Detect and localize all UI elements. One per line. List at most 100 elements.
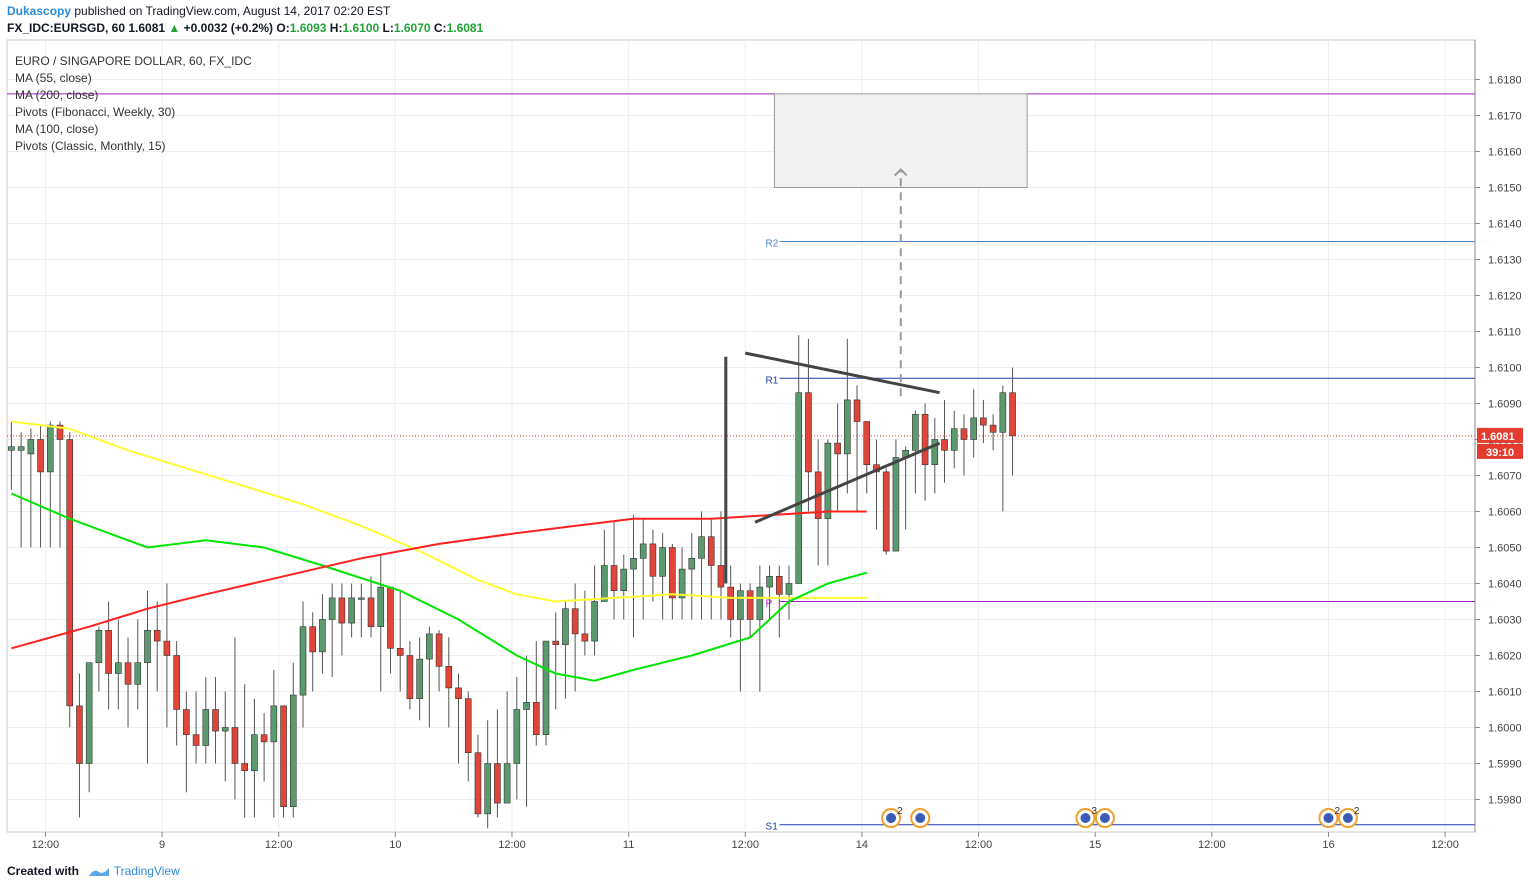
candle-body [445, 665, 453, 689]
candle-body [153, 629, 161, 642]
candle-body [134, 662, 142, 685]
candle-body [571, 608, 579, 635]
candle [960, 414, 968, 476]
tradingview-link[interactable]: TradingView [113, 864, 180, 878]
legend-item: Pivots (Classic, Monthly, 15) [15, 139, 166, 153]
candle-body [532, 701, 540, 735]
symbol-label: FX_IDC:EURSGD, 60 [7, 21, 126, 35]
legend-item: MA (55, close) [15, 71, 92, 85]
candle-body [358, 597, 365, 600]
candle [484, 720, 491, 829]
candle [202, 677, 210, 764]
candle [328, 583, 336, 678]
trendline [754, 441, 941, 524]
candle-body [630, 557, 637, 570]
candle [941, 399, 948, 483]
candle-body [309, 626, 317, 653]
candle [153, 601, 161, 692]
candle [610, 522, 618, 620]
candle-body [892, 457, 900, 552]
candle-body [562, 608, 569, 646]
candle [338, 583, 346, 656]
candle-body [727, 586, 734, 620]
candle [562, 601, 569, 699]
candle-body [387, 586, 394, 649]
candle [445, 637, 453, 728]
legend-item: MA (100, close) [15, 122, 98, 136]
candle-body [95, 629, 103, 663]
candle-body [221, 727, 229, 732]
y-tick-label: 1.6160 [1488, 147, 1522, 159]
y-tick-label: 1.6180 [1488, 75, 1522, 87]
event-icon-core [886, 813, 897, 823]
candle [795, 335, 803, 584]
candle [601, 529, 608, 602]
event-icon-core [1342, 813, 1353, 823]
candle-body [688, 557, 696, 570]
candle-body [785, 583, 793, 595]
candle [824, 439, 832, 566]
candle-body [737, 590, 744, 620]
x-tick-label: 12:00 [498, 839, 526, 851]
candle [163, 583, 171, 728]
y-tick-label: 1.5980 [1488, 795, 1522, 807]
candle-body [17, 446, 25, 451]
candle-body [999, 392, 1007, 433]
candle-body [202, 709, 210, 746]
candle-body [746, 590, 754, 620]
candle-body [717, 565, 725, 588]
candle [727, 565, 734, 638]
candle-body [338, 597, 346, 624]
candle-body [513, 709, 521, 764]
candle [688, 533, 696, 620]
candle-body [299, 626, 307, 696]
candle-body [844, 399, 851, 455]
candle [921, 403, 929, 501]
candle [882, 468, 890, 555]
legend-item: Pivots (Fibonacci, Weekly, 30) [15, 105, 175, 119]
candle [377, 554, 385, 692]
candle-body [775, 575, 783, 595]
tradingview-logo-icon [88, 866, 110, 878]
candle-body [37, 439, 44, 473]
candle-body [27, 439, 35, 455]
x-tick-label: 12:00 [1431, 839, 1459, 851]
x-tick-label: 10 [389, 839, 401, 851]
publish-header: Dukascopy published on TradingView.com, … [7, 4, 390, 19]
last-price: 1.6081 [128, 21, 166, 35]
event-icon-core [1323, 813, 1334, 823]
candle [873, 439, 880, 530]
candle [241, 684, 248, 818]
last-price-label: 1.6081 [1481, 431, 1515, 443]
candle-body [853, 399, 861, 422]
candle [95, 626, 103, 692]
publisher-brand[interactable]: Dukascopy [7, 4, 72, 18]
candle-body [542, 640, 550, 735]
projection-arrow-head [894, 168, 908, 177]
open-value: 1.6093 [289, 21, 327, 35]
candle [212, 677, 219, 764]
candle [464, 691, 472, 782]
candle-body [46, 424, 54, 473]
ma100-line [11, 420, 867, 603]
event-count-label: 2 [1354, 806, 1360, 817]
x-tick-label: 12:00 [265, 839, 293, 851]
candle-body [669, 547, 676, 599]
candle [27, 428, 35, 548]
candle [746, 583, 754, 638]
candle [309, 612, 317, 692]
indicator-lines [11, 420, 868, 682]
axes: 1.6180 1.6170 1.6160 1.6150 1.6140 1.6130 1.61… [32, 40, 1523, 851]
candle [494, 709, 501, 818]
countdown-tag [1477, 443, 1523, 459]
candle-body [882, 471, 890, 552]
candle-body [115, 662, 122, 674]
ma200-line [11, 510, 867, 650]
y-tick-label: 1.6010 [1488, 687, 1522, 699]
candle-body [766, 575, 773, 588]
candle-body [8, 446, 15, 451]
candle [931, 417, 939, 494]
candle-body [328, 597, 336, 620]
